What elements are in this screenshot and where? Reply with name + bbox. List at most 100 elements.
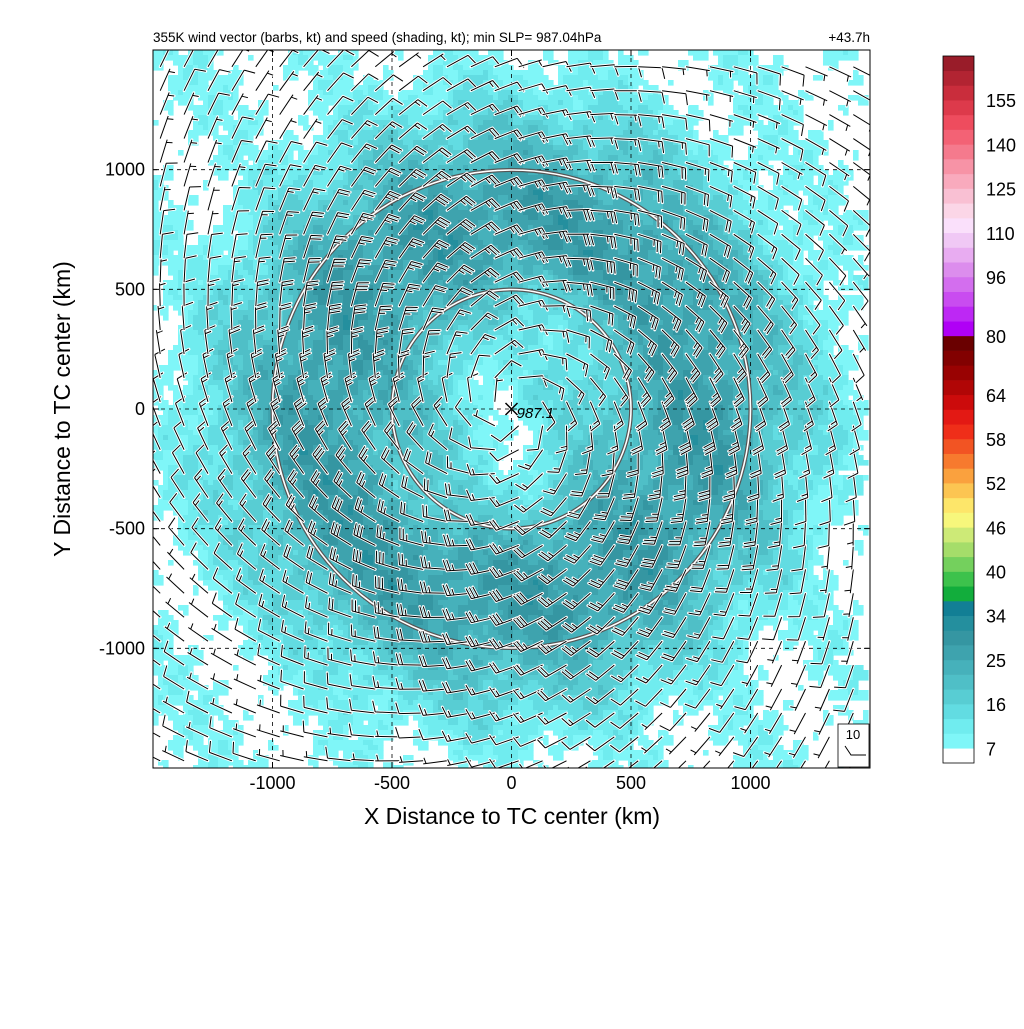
shading-cell xyxy=(658,575,669,581)
shading-cell xyxy=(323,435,329,441)
shading-cell xyxy=(328,230,359,236)
shading-cell xyxy=(548,125,564,131)
shading-cell xyxy=(548,585,554,591)
shading-cell xyxy=(778,595,789,601)
shading-cell xyxy=(308,90,324,96)
shading-cell xyxy=(648,410,659,416)
shading-cell xyxy=(578,575,614,581)
shading-cell xyxy=(703,240,714,246)
shading-cell xyxy=(238,170,249,176)
shading-cell xyxy=(498,195,509,201)
shading-cell xyxy=(668,550,674,556)
shading-cell xyxy=(788,390,814,396)
shading-cell xyxy=(223,395,229,401)
shading-cell xyxy=(153,425,159,431)
shading-cell xyxy=(508,510,529,516)
shading-cell xyxy=(728,250,739,256)
shading-cell xyxy=(378,85,384,91)
shading-cell xyxy=(583,205,594,211)
shading-cell xyxy=(808,565,814,571)
shading-cell xyxy=(798,225,824,231)
shading-cell xyxy=(523,450,534,456)
shading-cell xyxy=(703,255,709,261)
shading-cell xyxy=(273,515,284,521)
shading-cell xyxy=(518,380,534,386)
shading-cell xyxy=(408,95,419,101)
shading-cell xyxy=(843,110,849,116)
shading-cell xyxy=(153,510,164,516)
shading-cell xyxy=(388,570,394,576)
shading-cell xyxy=(593,470,599,476)
shading-cell xyxy=(233,585,244,591)
shading-cell xyxy=(313,395,329,401)
shading-cell xyxy=(628,570,649,576)
shading-cell xyxy=(533,480,544,486)
shading-cell xyxy=(448,240,459,246)
shading-cell xyxy=(273,215,279,221)
shading-cell xyxy=(338,590,354,596)
shading-cell xyxy=(393,160,399,166)
shading-cell xyxy=(338,345,344,351)
shading-cell xyxy=(853,155,859,161)
shading-cell xyxy=(418,385,429,391)
shading-cell xyxy=(618,155,654,161)
shading-cell xyxy=(323,545,354,551)
shading-cell xyxy=(598,440,609,446)
shading-cell xyxy=(643,355,649,361)
shading-cell xyxy=(458,390,494,396)
shading-cell xyxy=(353,130,379,136)
shading-cell xyxy=(173,225,194,231)
shading-cell xyxy=(273,210,279,216)
shading-cell xyxy=(328,180,349,186)
shading-cell xyxy=(353,410,364,416)
shading-cell xyxy=(363,485,374,491)
shading-cell xyxy=(508,330,524,336)
shading-cell xyxy=(723,65,739,71)
shading-cell xyxy=(183,65,194,71)
shading-cell xyxy=(688,545,704,551)
shading-cell xyxy=(373,285,384,291)
shading-cell xyxy=(763,355,784,361)
shading-cell xyxy=(803,560,809,566)
shading-cell xyxy=(318,535,324,541)
shading-cell xyxy=(188,500,194,506)
shading-cell xyxy=(558,70,579,76)
shading-cell xyxy=(253,490,259,496)
shading-cell xyxy=(623,180,649,186)
shading-cell xyxy=(183,395,224,401)
shading-cell xyxy=(153,445,184,451)
shading-cell xyxy=(278,275,304,281)
shading-cell xyxy=(618,120,629,126)
shading-cell xyxy=(453,325,459,331)
shading-cell xyxy=(188,425,204,431)
shading-cell xyxy=(163,285,179,291)
shading-cell xyxy=(348,130,354,136)
shading-cell xyxy=(483,355,494,361)
shading-cell xyxy=(288,260,319,266)
shading-cell xyxy=(193,585,199,591)
shading-cell xyxy=(793,335,819,341)
shading-cell xyxy=(468,600,489,606)
shading-cell xyxy=(198,65,209,71)
shading-cell xyxy=(283,405,299,411)
shading-cell xyxy=(228,385,239,391)
shading-cell xyxy=(608,510,614,516)
shading-cell xyxy=(763,305,794,311)
shading-cell xyxy=(508,300,514,306)
shading-cell xyxy=(333,355,344,361)
shading-cell xyxy=(838,395,849,401)
shading-cell xyxy=(278,545,284,551)
shading-cell xyxy=(628,145,639,151)
shading-cell xyxy=(723,80,734,86)
shading-cell xyxy=(598,155,609,161)
shading-cell xyxy=(568,455,574,461)
shading-cell xyxy=(403,110,424,116)
shading-cell xyxy=(578,225,624,231)
shading-cell xyxy=(458,485,464,491)
shading-cell xyxy=(198,530,219,536)
shading-cell xyxy=(753,225,769,231)
shading-cell xyxy=(153,265,159,271)
shading-cell xyxy=(603,270,634,276)
shading-cell xyxy=(748,450,759,456)
